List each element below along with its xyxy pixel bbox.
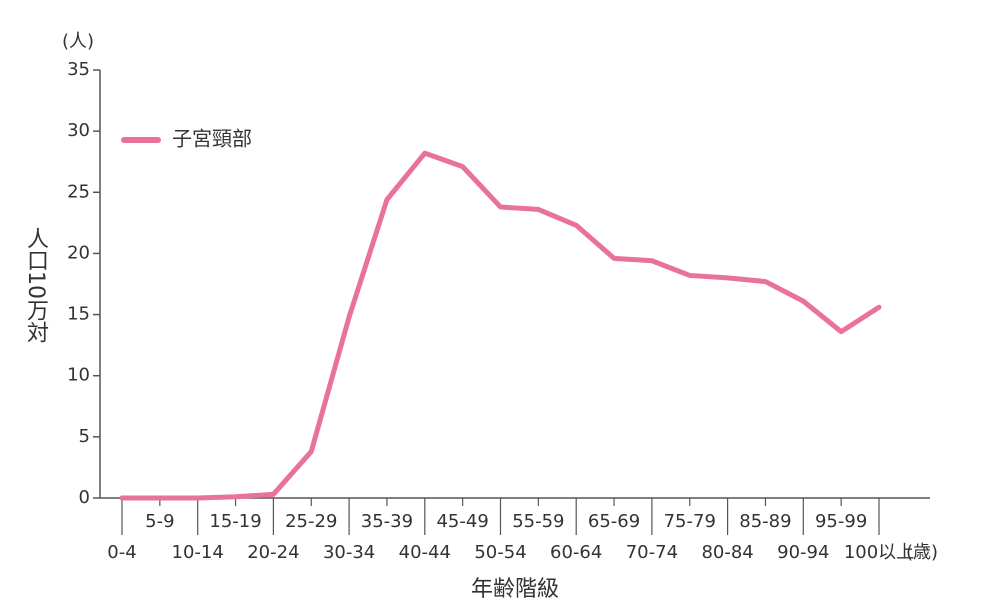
x-tick-label: 80-84 — [701, 542, 753, 563]
y-axis-label: 人口10万対 — [23, 227, 49, 343]
legend-label: 子宮頸部 — [172, 127, 252, 151]
x-tick-label: 25-29 — [285, 511, 337, 532]
y-tick-label: 25 — [67, 181, 90, 202]
y-unit: (人) — [62, 31, 94, 52]
y-tick-label: 20 — [67, 242, 90, 263]
y-tick-label: 30 — [67, 120, 90, 141]
x-tick-label: 40-44 — [399, 542, 451, 563]
x-tick-label: 95-99 — [815, 511, 867, 532]
x-tick-label: 70-74 — [626, 542, 678, 563]
x-tick-label: 30-34 — [323, 542, 375, 563]
y-tick-label: 35 — [67, 59, 90, 80]
x-tick-label: 50-54 — [474, 542, 526, 563]
x-tick-label: 15-19 — [209, 511, 261, 532]
y-tick-label: 0 — [79, 487, 90, 508]
x-tick-label: 75-79 — [664, 511, 716, 532]
x-tick-label: 55-59 — [512, 511, 564, 532]
x-tick-label: 5-9 — [145, 511, 174, 532]
x-tick-label: 0-4 — [107, 542, 136, 563]
data-line — [119, 150, 882, 501]
y-tick-label: 15 — [67, 304, 90, 325]
y-tick-label: 5 — [79, 426, 90, 447]
x-tick-label: 100以上 — [844, 542, 914, 563]
x-tick-label: 85-89 — [739, 511, 791, 532]
x-tick-label: 45-49 — [436, 511, 488, 532]
x-tick-label: 35-39 — [361, 511, 413, 532]
x-tick-label: 10-14 — [172, 542, 224, 563]
x-tick-label: 90-94 — [777, 542, 829, 563]
x-tick-label: 65-69 — [588, 511, 640, 532]
x-tick-label: 60-64 — [550, 542, 602, 563]
x-tick-label: 20-24 — [247, 542, 299, 563]
y-tick-label: 10 — [67, 365, 90, 386]
x-unit: (歳) — [906, 542, 938, 563]
x-axis-label: 年齢階級 — [471, 577, 559, 602]
